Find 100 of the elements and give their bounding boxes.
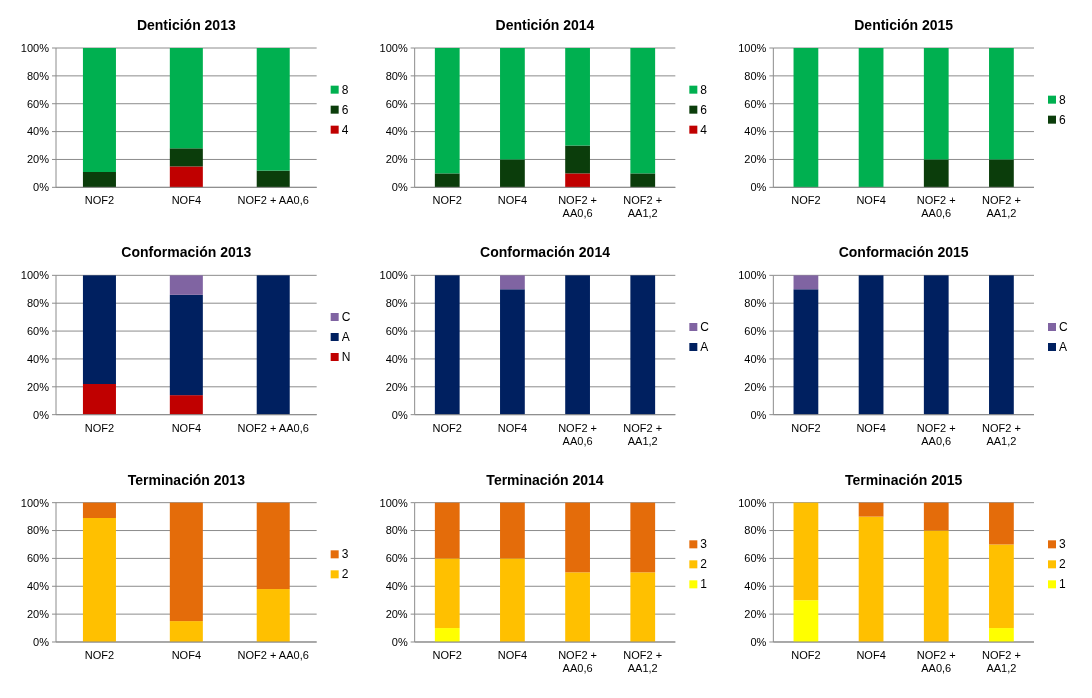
bar (858, 502, 884, 517)
y-tick-label: 100% (738, 269, 767, 282)
bar (82, 384, 116, 415)
y-tick-label: 20% (744, 607, 767, 620)
chart-title: Conformación 2014 (480, 244, 611, 261)
x-tick-label: NOF2 (84, 649, 115, 661)
legend-label: A (700, 340, 709, 354)
y-tick-label: 0% (33, 181, 50, 194)
legend-label: 3 (1059, 537, 1066, 552)
bar (256, 275, 290, 415)
bar (989, 628, 1014, 642)
legend-label: A (341, 330, 350, 344)
x-tick-label: NOF2 + AA1,2 (623, 421, 663, 447)
bar (500, 502, 525, 559)
y-tick-label: 40% (385, 125, 408, 138)
y-tick-label: 0% (391, 635, 408, 648)
bar (630, 173, 656, 188)
bar (169, 621, 203, 642)
legend-label: 2 (341, 567, 349, 582)
x-tick-label: NOF2 + AA1,2 (623, 649, 663, 674)
y-tick-label: 60% (26, 97, 50, 110)
legend-label: 3 (700, 537, 708, 552)
y-tick-label: 40% (744, 580, 767, 593)
y-tick-label: 20% (385, 380, 408, 393)
y-tick-label: 40% (26, 125, 50, 138)
bar (565, 572, 590, 642)
x-tick-label: NOF2 + AA0,6 (558, 194, 597, 220)
legend-label: 6 (341, 102, 349, 117)
y-tick-label: 60% (385, 97, 408, 110)
y-tick-label: 80% (385, 297, 408, 310)
bar (565, 48, 590, 146)
y-tick-label: 100% (379, 269, 408, 282)
x-tick-label: NOF2 (432, 421, 462, 434)
y-tick-label: 60% (26, 552, 50, 565)
y-tick-label: 20% (744, 153, 767, 166)
y-tick-label: 60% (744, 552, 767, 565)
y-tick-label: 80% (385, 524, 408, 537)
y-tick-label: 0% (33, 635, 50, 648)
x-tick-label: NOF2 + AA0,6 (916, 194, 956, 220)
y-tick-label: 20% (26, 607, 50, 620)
x-tick-label: NOF2 + AA0,6 (237, 649, 309, 661)
bar (82, 172, 116, 188)
bar (82, 275, 116, 385)
x-tick-label: NOF4 (171, 421, 202, 434)
legend-label: 3 (341, 547, 349, 562)
x-tick-label: NOF4 (171, 649, 202, 661)
bar (82, 48, 116, 173)
y-tick-label: 100% (20, 269, 50, 282)
x-tick-label: NOF2 (432, 649, 462, 661)
bar (923, 502, 949, 531)
y-tick-label: 80% (744, 69, 767, 82)
bar (82, 502, 116, 518)
y-tick-label: 80% (26, 297, 50, 310)
x-tick-label: NOF2 (791, 194, 821, 207)
y-tick-label: 60% (744, 97, 767, 110)
bar (169, 294, 203, 396)
x-tick-label: NOF2 (84, 421, 115, 434)
x-tick-label: NOF2 + AA1,2 (623, 194, 663, 220)
x-tick-label: NOF4 (497, 421, 528, 434)
y-tick-label: 80% (26, 524, 50, 537)
x-tick-label: NOF4 (856, 421, 886, 434)
bar (565, 502, 590, 573)
chart-title: Conformación 2013 (121, 244, 252, 261)
y-tick-label: 40% (385, 352, 408, 365)
y-tick-label: 40% (26, 580, 50, 593)
legend-label: 2 (700, 557, 708, 572)
bar (500, 48, 525, 160)
x-tick-label: NOF2 + AA0,6 (916, 649, 956, 674)
chart-title: Terminación 2014 (486, 471, 604, 488)
y-tick-label: 80% (744, 524, 767, 537)
x-tick-label: NOF4 (497, 649, 528, 661)
bar (500, 558, 525, 642)
legend-label: 8 (700, 82, 708, 97)
bar (82, 517, 116, 642)
y-tick-label: 20% (744, 380, 767, 393)
y-tick-label: 0% (750, 635, 767, 648)
y-tick-label: 0% (33, 408, 50, 421)
y-tick-label: 60% (385, 552, 408, 565)
bar (500, 159, 525, 188)
y-tick-label: 80% (385, 69, 408, 82)
bar (434, 48, 460, 174)
y-tick-label: 40% (744, 125, 767, 138)
y-tick-label: 20% (385, 153, 408, 166)
legend-label: 6 (1059, 112, 1066, 127)
y-tick-label: 0% (750, 408, 767, 421)
bar (434, 628, 460, 642)
x-tick-label: NOF4 (171, 194, 202, 207)
x-tick-label: NOF4 (856, 194, 886, 207)
legend-label: A (1059, 340, 1068, 354)
bar (169, 275, 203, 295)
bar (256, 502, 290, 590)
bar (434, 173, 460, 188)
x-tick-label: NOF2 + AA1,2 (982, 649, 1021, 674)
x-tick-label: NOF4 (856, 649, 886, 661)
bar (989, 544, 1014, 629)
y-tick-label: 0% (750, 181, 767, 194)
chart-title: Dentición 2013 (136, 17, 236, 33)
y-tick-label: 100% (20, 496, 50, 509)
chart-title: Dentición 2015 (854, 17, 954, 33)
y-tick-label: 0% (391, 408, 408, 421)
